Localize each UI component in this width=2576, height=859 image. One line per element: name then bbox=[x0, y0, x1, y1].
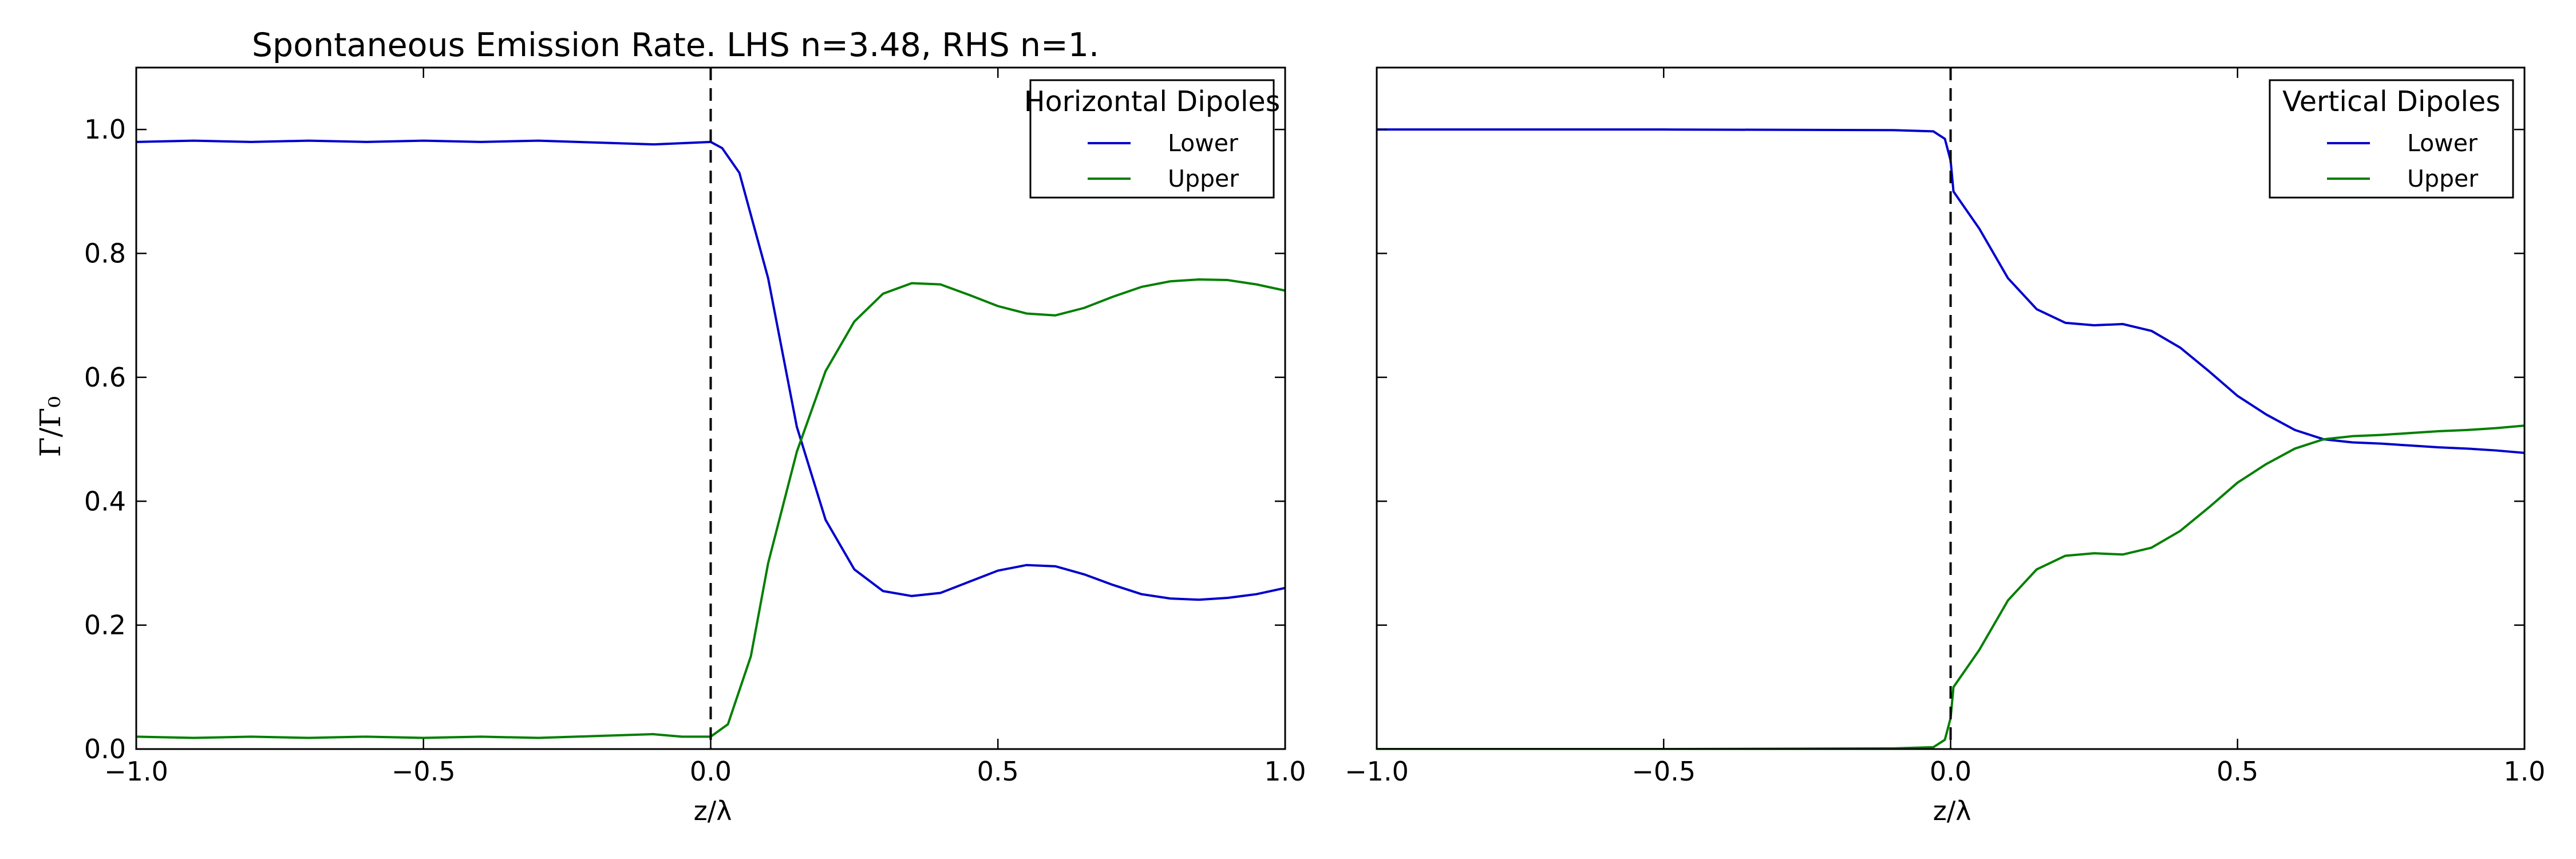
right-x-tick-label: −1.0 bbox=[1345, 756, 1409, 787]
left-y-tick-label: 0.6 bbox=[84, 362, 126, 393]
left-panel-title: Spontaneous Emission Rate. LHS n=3.48, R… bbox=[252, 26, 1099, 64]
right-series-upper-line bbox=[1377, 424, 2524, 749]
left-x-tick-label: −1.0 bbox=[104, 756, 168, 787]
left-y-axis-label: Γ/Γ₀ bbox=[34, 396, 67, 457]
right-legend-title: Vertical Dipoles bbox=[2282, 85, 2500, 118]
left-plot-area: −1.0 −0.5 0.0 0.5 1.0 0.0 0.2 0.4 0.6 0.8 1.0 Horiz… bbox=[84, 66, 1306, 787]
left-series-lower-line bbox=[136, 139, 1285, 601]
left-x-axis-label: z/λ bbox=[694, 795, 732, 826]
left-y-tick-label: 1.0 bbox=[84, 114, 126, 145]
left-series-group bbox=[136, 139, 1285, 739]
right-legend-label-upper: Upper bbox=[2407, 165, 2478, 192]
right-plot-area: −1.0 −0.5 0.0 0.5 1.0 Vertical Dipoles Lower Up… bbox=[1345, 66, 2546, 787]
left-y-tick-label: 0.0 bbox=[84, 734, 126, 765]
left-legend-title: Horizontal Dipoles bbox=[1024, 85, 1280, 118]
left-y-tick-label: 0.2 bbox=[84, 610, 126, 641]
right-series-group bbox=[1377, 128, 2524, 749]
right-x-tick-label: 0.0 bbox=[1930, 756, 1971, 787]
right-legend-box bbox=[2269, 79, 2514, 199]
left-x-tick-label: 0.5 bbox=[977, 756, 1019, 787]
left-legend-label-upper: Upper bbox=[1168, 165, 1239, 192]
left-legend-box bbox=[1029, 79, 1275, 199]
left-series-upper-line bbox=[136, 278, 1285, 739]
right-series-lower-line bbox=[1377, 128, 2524, 454]
left-panel: Spontaneous Emission Rate. LHS n=3.48, R… bbox=[34, 26, 1306, 826]
left-x-tick-label: 1.0 bbox=[1264, 756, 1306, 787]
left-legend: Horizontal Dipoles Lower Upper bbox=[1024, 79, 1280, 199]
right-x-tick-label: −0.5 bbox=[1631, 756, 1696, 787]
right-x-axis-label: z/λ bbox=[1933, 795, 1971, 826]
right-legend-label-lower: Lower bbox=[2407, 129, 2478, 157]
left-legend-label-lower: Lower bbox=[1168, 129, 1238, 157]
left-x-tick-label: −0.5 bbox=[392, 756, 456, 787]
left-y-tick-label: 0.8 bbox=[84, 238, 126, 269]
right-legend: Vertical Dipoles Lower Upper bbox=[2269, 79, 2514, 199]
right-panel: −1.0 −0.5 0.0 0.5 1.0 Vertical Dipoles Lower Up… bbox=[1345, 66, 2546, 826]
right-x-tick-label: 1.0 bbox=[2503, 756, 2545, 787]
right-x-tick-label: 0.5 bbox=[2217, 756, 2258, 787]
left-x-tick-label: 0.0 bbox=[690, 756, 732, 787]
left-y-tick-label: 0.4 bbox=[84, 486, 126, 517]
